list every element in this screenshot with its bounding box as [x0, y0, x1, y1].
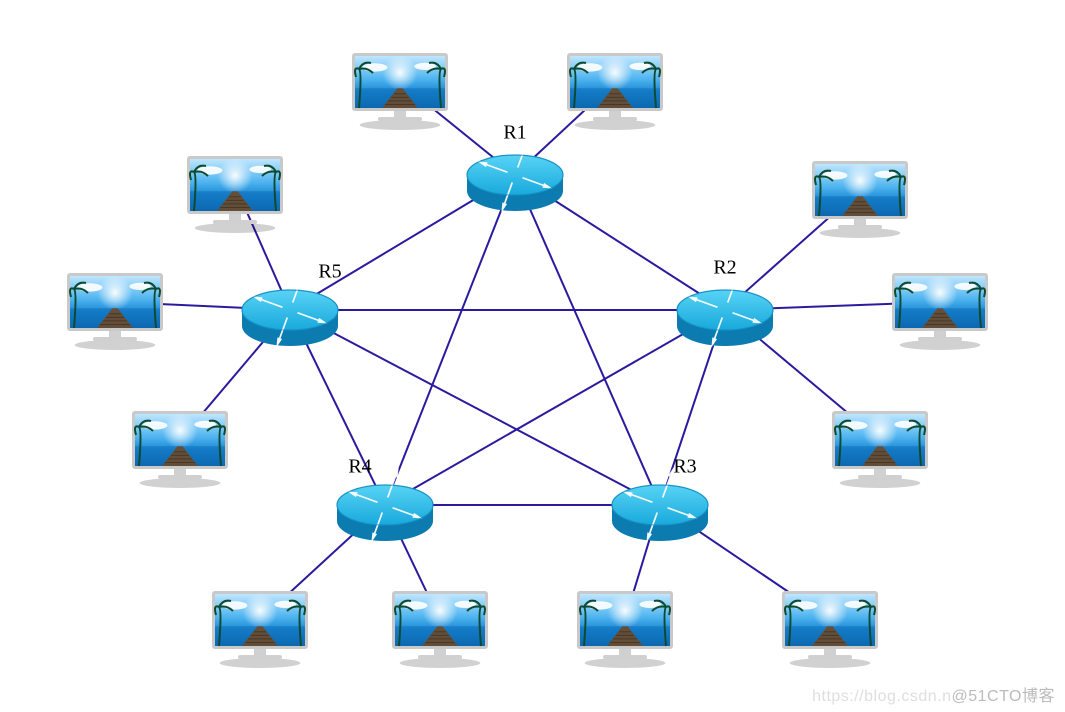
monitor-m-r5-a — [187, 156, 283, 233]
monitor-m-r2-b — [892, 273, 988, 350]
monitor-m-r2-a — [812, 161, 908, 238]
watermark: https://blog.csdn.n@51CTO博客 — [812, 682, 1055, 706]
watermark-url: https://blog.csdn.n — [812, 688, 951, 705]
router-label-R4: R4 — [348, 456, 371, 479]
edge-R1-R4 — [385, 175, 515, 505]
router-R2 — [677, 272, 773, 349]
router-label-R1: R1 — [503, 122, 526, 145]
monitor-m-r3-a — [577, 591, 673, 668]
router-label-R5: R5 — [318, 261, 341, 284]
routers-layer — [242, 137, 773, 544]
edge-R1-R3 — [515, 175, 660, 505]
monitor-m-r1-a — [352, 53, 448, 130]
monitor-m-r5-c — [132, 411, 228, 488]
monitor-m-r1-b — [567, 53, 663, 130]
monitor-m-r3-b — [782, 591, 878, 668]
monitor-m-r5-b — [67, 273, 163, 350]
network-diagram — [0, 0, 1065, 712]
edge-R3-R5 — [290, 310, 660, 505]
router-label-R3: R3 — [673, 456, 696, 479]
monitor-m-r4-b — [392, 591, 488, 668]
monitor-m-r2-c — [832, 411, 928, 488]
router-label-R2: R2 — [713, 257, 736, 280]
watermark-handle: @51CTO博客 — [951, 688, 1055, 705]
monitor-m-r4-a — [212, 591, 308, 668]
